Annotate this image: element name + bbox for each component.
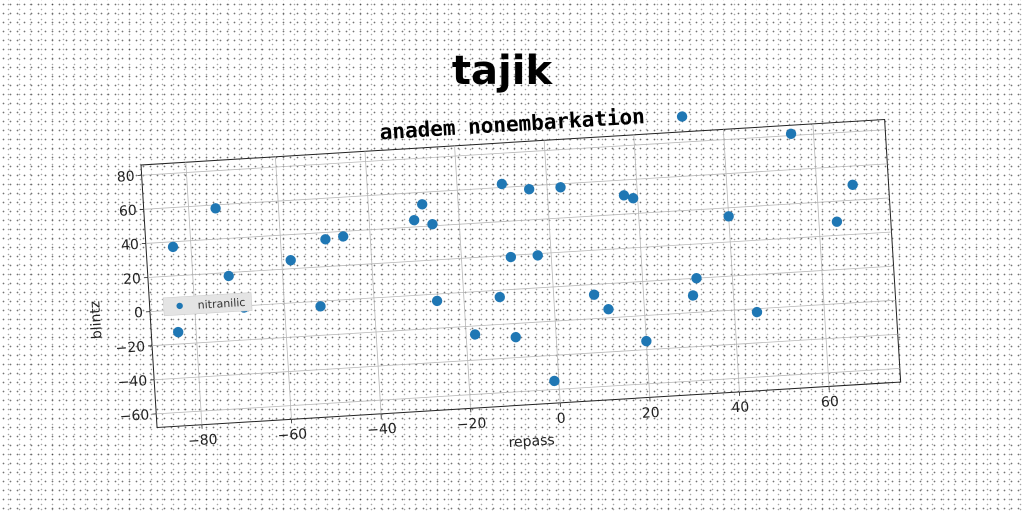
data-point xyxy=(408,214,420,226)
x-tick-label: −20 xyxy=(456,415,486,433)
x-tick-label: −60 xyxy=(277,426,307,444)
x-tick-label: 0 xyxy=(556,411,566,428)
data-point xyxy=(505,251,517,263)
data-point xyxy=(173,326,184,338)
x-axis-label: repass xyxy=(508,432,555,451)
y-tick-label: 20 xyxy=(123,271,142,288)
x-gridline xyxy=(185,162,203,425)
data-point xyxy=(494,291,505,303)
x-tick-label: 20 xyxy=(641,405,660,422)
data-point xyxy=(588,289,600,300)
plot-area xyxy=(140,118,902,429)
data-point xyxy=(691,272,702,284)
y-tick-label: −40 xyxy=(117,373,147,391)
data-point xyxy=(676,111,688,122)
x-gridline xyxy=(633,134,651,398)
data-point xyxy=(847,179,858,190)
y-axis-label: blintz xyxy=(87,300,105,339)
data-point xyxy=(831,216,843,227)
x-gridline xyxy=(812,123,830,387)
data-point xyxy=(549,375,560,387)
grid xyxy=(141,123,900,425)
y-tick-label: 0 xyxy=(134,305,144,322)
x-gridline xyxy=(364,151,382,414)
data-point xyxy=(510,331,521,343)
x-tick-label: −80 xyxy=(188,432,218,450)
y-gridline xyxy=(154,333,898,381)
x-gridline xyxy=(722,129,740,392)
y-tick-label: 80 xyxy=(116,169,135,186)
legend-label: nitranilic xyxy=(197,296,246,312)
data-point xyxy=(785,128,797,140)
data-point xyxy=(223,270,234,282)
data-point xyxy=(496,178,508,190)
y-gridline xyxy=(147,231,892,278)
data-point xyxy=(416,199,428,210)
data-point xyxy=(627,193,639,204)
chart-title: tajik xyxy=(452,48,554,94)
data-point xyxy=(603,304,614,315)
y-gridline xyxy=(143,163,888,210)
y-gridline xyxy=(152,299,896,347)
y-tick-label: 60 xyxy=(119,203,138,220)
data-point xyxy=(532,250,543,261)
chart-subtitle: anadem nonembarkation xyxy=(379,104,645,144)
data-point xyxy=(167,241,179,253)
data-point xyxy=(555,182,566,193)
ticks: −80 −60 −40 −20 0 20 40 60 −60 −40 −20 0 20 40 60 80 xyxy=(115,169,840,450)
data-point xyxy=(285,255,296,266)
data-point xyxy=(427,218,438,230)
data-point xyxy=(338,231,349,242)
data-point xyxy=(723,211,734,222)
x-tick-label: 60 xyxy=(821,394,840,411)
x-gridline xyxy=(454,145,472,409)
legend: nitranilic xyxy=(162,292,253,317)
data-point xyxy=(210,203,221,214)
data-point xyxy=(751,306,763,318)
y-tick-label: 40 xyxy=(121,237,140,254)
x-gridline xyxy=(274,156,292,420)
y-gridline xyxy=(141,129,886,176)
data-points xyxy=(167,111,858,387)
legend-marker xyxy=(176,302,183,310)
data-point xyxy=(641,335,652,347)
data-point xyxy=(523,183,535,195)
x-gridline xyxy=(543,140,561,403)
y-tick-label: −60 xyxy=(119,407,149,425)
data-point xyxy=(687,290,699,301)
data-point xyxy=(618,190,630,201)
y-gridline xyxy=(149,265,894,313)
data-point xyxy=(320,234,331,245)
y-gridline xyxy=(145,197,890,244)
data-point xyxy=(431,295,443,307)
data-point xyxy=(469,329,481,340)
y-gridline xyxy=(156,367,900,415)
data-point xyxy=(315,301,326,312)
x-tick-label: −40 xyxy=(367,421,397,439)
legend-box xyxy=(162,292,253,317)
y-tick-label: −20 xyxy=(115,339,145,357)
x-tick-label: 40 xyxy=(731,399,750,416)
